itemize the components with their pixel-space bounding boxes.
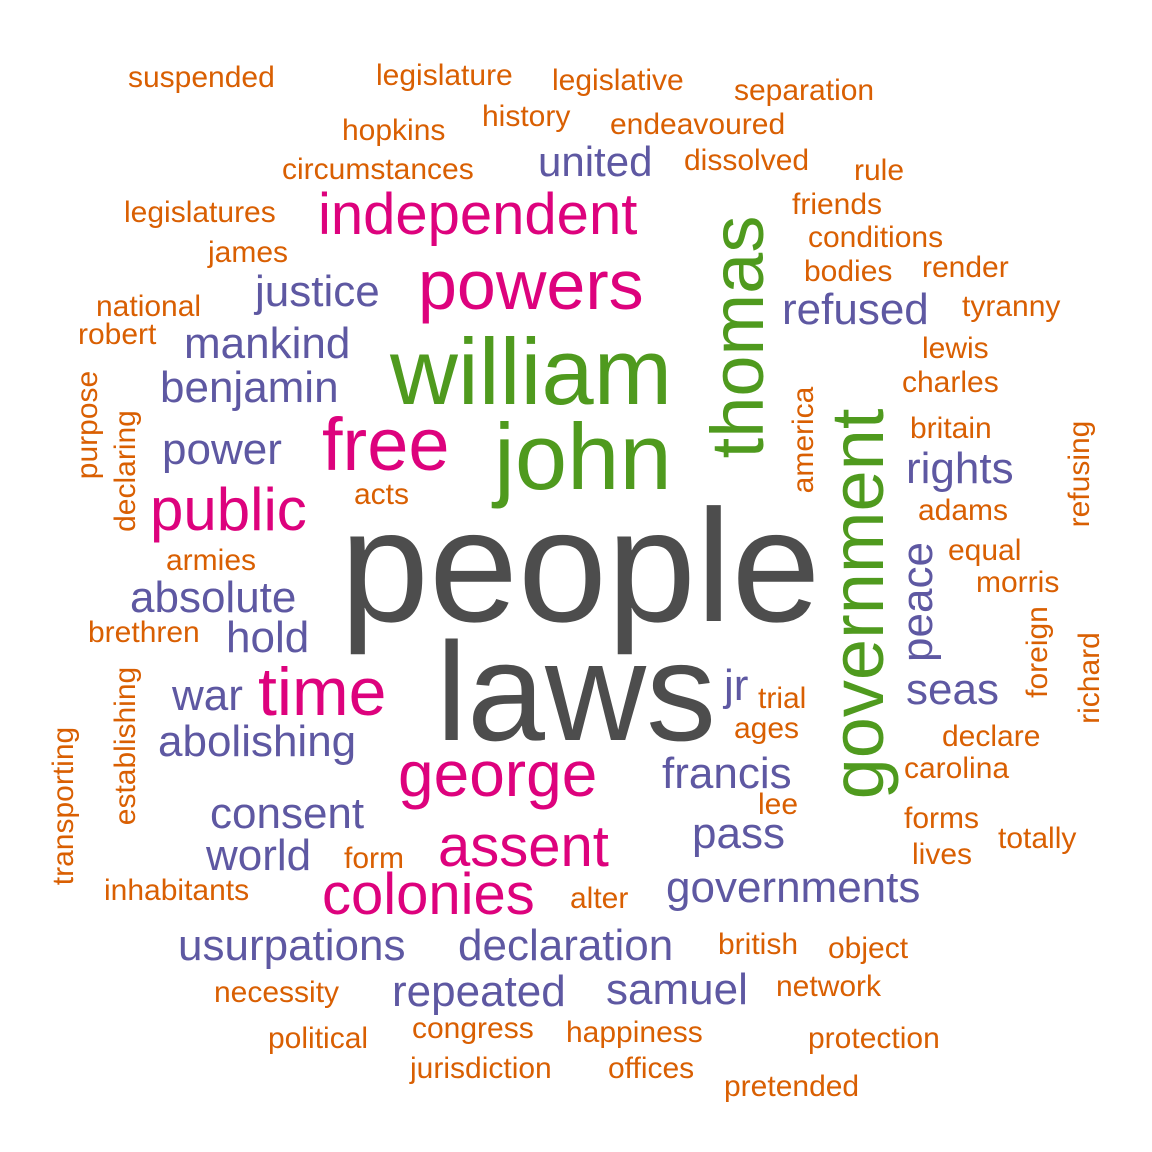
word-governments: governments bbox=[666, 863, 921, 912]
word-lee: lee bbox=[758, 788, 799, 821]
word-endeavoured: endeavoured bbox=[610, 108, 786, 141]
word-tyranny: tyranny bbox=[962, 290, 1061, 323]
word-world: world bbox=[206, 831, 312, 880]
word-alter: alter bbox=[570, 882, 629, 915]
word-british: british bbox=[718, 928, 799, 961]
word-refusing: refusing bbox=[1063, 420, 1096, 528]
word-establishing: establishing bbox=[109, 666, 142, 826]
word-friends: friends bbox=[792, 188, 883, 221]
word-trial: trial bbox=[758, 682, 807, 715]
word-happiness: happiness bbox=[566, 1016, 703, 1049]
word-object: object bbox=[828, 932, 909, 965]
word-seas: seas bbox=[906, 665, 999, 714]
word-francis: francis bbox=[662, 749, 792, 798]
word-circumstances: circumstances bbox=[282, 153, 474, 186]
word-legislatures: legislatures bbox=[124, 196, 276, 229]
word-mankind: mankind bbox=[184, 319, 351, 368]
word-john: john bbox=[494, 404, 672, 509]
word-congress: congress bbox=[412, 1012, 534, 1045]
word-powers: powers bbox=[418, 246, 644, 324]
word-thomas: thomas bbox=[696, 215, 779, 459]
word-protection: protection bbox=[808, 1022, 940, 1055]
word-pass: pass bbox=[692, 809, 785, 858]
word-ages: ages bbox=[734, 712, 800, 745]
word-dissolved: dissolved bbox=[684, 144, 810, 177]
word-legislative: legislative bbox=[552, 64, 684, 97]
word-national: national bbox=[96, 290, 202, 323]
word-jr: jr bbox=[724, 661, 749, 710]
word-abolishing: abolishing bbox=[158, 717, 357, 766]
word-george: george bbox=[398, 738, 598, 810]
word-declaration: declaration bbox=[458, 921, 674, 970]
word-free: free bbox=[322, 403, 450, 486]
word-richard: richard bbox=[1073, 632, 1106, 724]
word-morris: morris bbox=[976, 566, 1060, 599]
word-repeated: repeated bbox=[392, 967, 566, 1016]
word-public: public bbox=[150, 476, 307, 543]
word-lewis: lewis bbox=[922, 332, 989, 365]
word-usurpations: usurpations bbox=[178, 921, 406, 970]
word-hold: hold bbox=[226, 613, 310, 662]
word-time: time bbox=[258, 654, 387, 730]
word-form: form bbox=[344, 842, 404, 875]
word-declaring: declaring bbox=[109, 410, 142, 532]
word-absolute: absolute bbox=[130, 573, 297, 622]
word-legislature: legislature bbox=[376, 59, 513, 92]
word-samuel: samuel bbox=[606, 965, 748, 1014]
word-robert: robert bbox=[78, 318, 157, 351]
word-acts: acts bbox=[354, 478, 410, 511]
word-james: james bbox=[208, 236, 289, 269]
word-consent: consent bbox=[210, 789, 365, 838]
word-separation: separation bbox=[734, 74, 875, 107]
word-brethren: brethren bbox=[88, 616, 200, 649]
word-people: people bbox=[340, 476, 821, 655]
word-charles: charles bbox=[902, 366, 999, 399]
word-independent: independent bbox=[318, 182, 638, 247]
word-laws: laws bbox=[436, 613, 717, 770]
word-history: history bbox=[482, 100, 571, 133]
word-conditions: conditions bbox=[808, 221, 944, 254]
word-forms: forms bbox=[904, 802, 979, 835]
word-war: war bbox=[172, 671, 243, 720]
word-bodies: bodies bbox=[804, 255, 893, 288]
word-rule: rule bbox=[854, 154, 905, 187]
word-britain: britain bbox=[910, 412, 992, 445]
word-jurisdiction: jurisdiction bbox=[410, 1052, 552, 1085]
word-totally: totally bbox=[998, 822, 1077, 855]
word-necessity: necessity bbox=[214, 976, 340, 1009]
word-declare: declare bbox=[942, 720, 1041, 753]
word-carolina: carolina bbox=[904, 752, 1010, 785]
word-refused: refused bbox=[782, 285, 929, 334]
word-assent: assent bbox=[438, 814, 609, 879]
word-equal: equal bbox=[948, 534, 1022, 567]
word-offices: offices bbox=[608, 1052, 695, 1085]
word-power: power bbox=[162, 425, 282, 474]
word-lives: lives bbox=[912, 838, 973, 871]
word-peace: peace bbox=[893, 542, 942, 662]
word-purpose: purpose bbox=[71, 370, 104, 480]
word-armies: armies bbox=[166, 544, 257, 577]
word-foreign: foreign bbox=[1021, 606, 1054, 698]
word-pretended: pretended bbox=[724, 1070, 860, 1103]
word-transporting: transporting bbox=[47, 726, 80, 886]
word-adams: adams bbox=[918, 494, 1009, 527]
word-inhabitants: inhabitants bbox=[104, 874, 250, 907]
word-hopkins: hopkins bbox=[342, 114, 446, 147]
word-suspended: suspended bbox=[128, 61, 275, 94]
word-political: political bbox=[268, 1022, 369, 1055]
word-william: william bbox=[390, 319, 672, 424]
word-colonies: colonies bbox=[322, 862, 535, 927]
word-rights: rights bbox=[906, 444, 1014, 493]
word-network: network bbox=[776, 970, 882, 1003]
word-america: america bbox=[787, 386, 820, 494]
word-render: render bbox=[922, 251, 1009, 284]
word-justice: justice bbox=[255, 267, 380, 316]
word-benjamin: benjamin bbox=[160, 363, 339, 412]
word-government: government bbox=[816, 408, 899, 800]
word-united: united bbox=[538, 138, 653, 185]
